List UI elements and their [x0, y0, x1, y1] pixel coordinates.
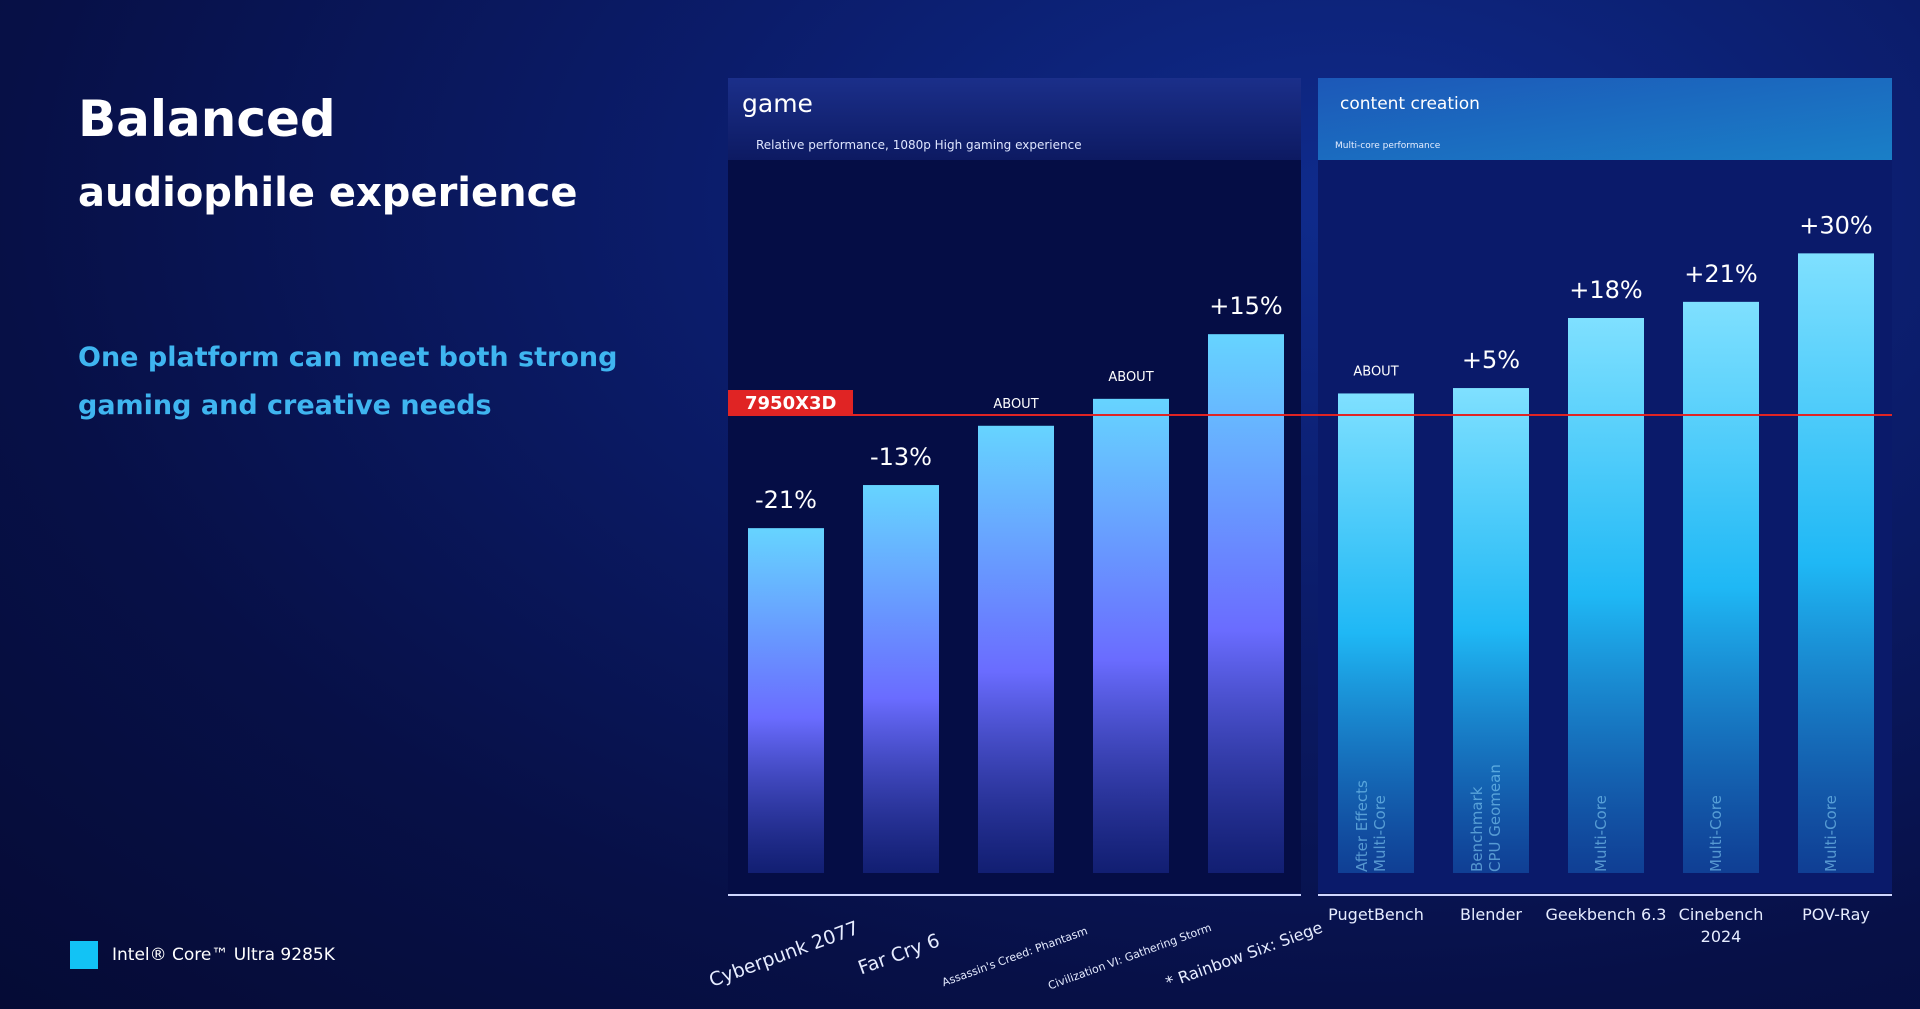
inner-label-1-4-0: Multi-Core [1822, 795, 1840, 872]
content-panel-subtitle: Multi-core performance [1335, 141, 1441, 151]
category-label-1-2: Geekbench 6.3 [1546, 905, 1667, 924]
category-label-1-3: Cinebench [1679, 905, 1764, 924]
category-label-0-1: Far Cry 6 [855, 929, 943, 979]
data-label-1-2: +18% [1569, 276, 1642, 304]
inner-label-1-0-0: After Effects [1353, 780, 1371, 872]
legend-swatch [70, 941, 98, 969]
game-panel-subtitle: Relative performance, 1080p High gaming … [756, 138, 1082, 152]
content-panel-header [1318, 78, 1892, 160]
tagline-line-1: One platform can meet both strong [78, 342, 618, 373]
category-label-1-0: PugetBench [1328, 905, 1424, 924]
inner-label-1-0-1: Multi-Core [1371, 795, 1389, 872]
bar-0-4 [1208, 334, 1284, 873]
inner-label-1-1-1: CPU Geomean [1486, 764, 1504, 872]
tagline-line-2: gaming and creative needs [78, 390, 492, 421]
category-label-1-1: Blender [1460, 905, 1522, 924]
page-subtitle: audiophile experience [78, 170, 578, 216]
inner-label-1-2-0: Multi-Core [1592, 795, 1610, 872]
data-label-1-3: +21% [1684, 260, 1757, 288]
category-label-0-0: Cyberpunk 2077 [706, 917, 862, 992]
data-label-0-3: ABOUT [1108, 370, 1153, 385]
tagline: One platform can meet both strong gaming… [78, 334, 617, 430]
data-label-0-1: -13% [870, 443, 932, 471]
bar-0-1 [863, 485, 939, 873]
content-panel-title: content creation [1340, 94, 1480, 114]
data-label-1-1: +5% [1462, 346, 1520, 374]
bar-1-2 [1568, 318, 1644, 873]
baseline-badge-label: 7950X3D [745, 393, 836, 414]
data-label-1-4: +30% [1799, 211, 1872, 239]
data-label-0-2: ABOUT [993, 397, 1038, 412]
baseline-badge [728, 390, 853, 416]
legend-label: Intel® Core™ Ultra 9285K [112, 945, 335, 965]
bar-1-4 [1798, 253, 1874, 874]
data-label-1-0: ABOUT [1353, 364, 1398, 379]
inner-label-1-3-0: Multi-Core [1707, 795, 1725, 872]
bar-1-1 [1453, 388, 1529, 873]
bar-1-0 [1338, 393, 1414, 873]
chart-legend: Intel® Core™ Ultra 9285K [70, 941, 335, 969]
category-label-1-3-b: 2024 [1701, 927, 1742, 946]
game-panel-header [728, 78, 1301, 160]
category-label-1-4: POV-Ray [1802, 905, 1870, 924]
bar-0-3 [1093, 398, 1169, 873]
page-title: Balanced [78, 90, 336, 148]
inner-label-1-1-0: Benchmark [1468, 786, 1486, 872]
data-label-0-0: -21% [755, 486, 817, 514]
bar-0-2 [978, 425, 1054, 873]
game-panel-title: game [742, 89, 813, 118]
bar-1-3 [1683, 301, 1759, 873]
bar-0-0 [748, 528, 824, 873]
data-label-0-4: +15% [1209, 292, 1282, 320]
